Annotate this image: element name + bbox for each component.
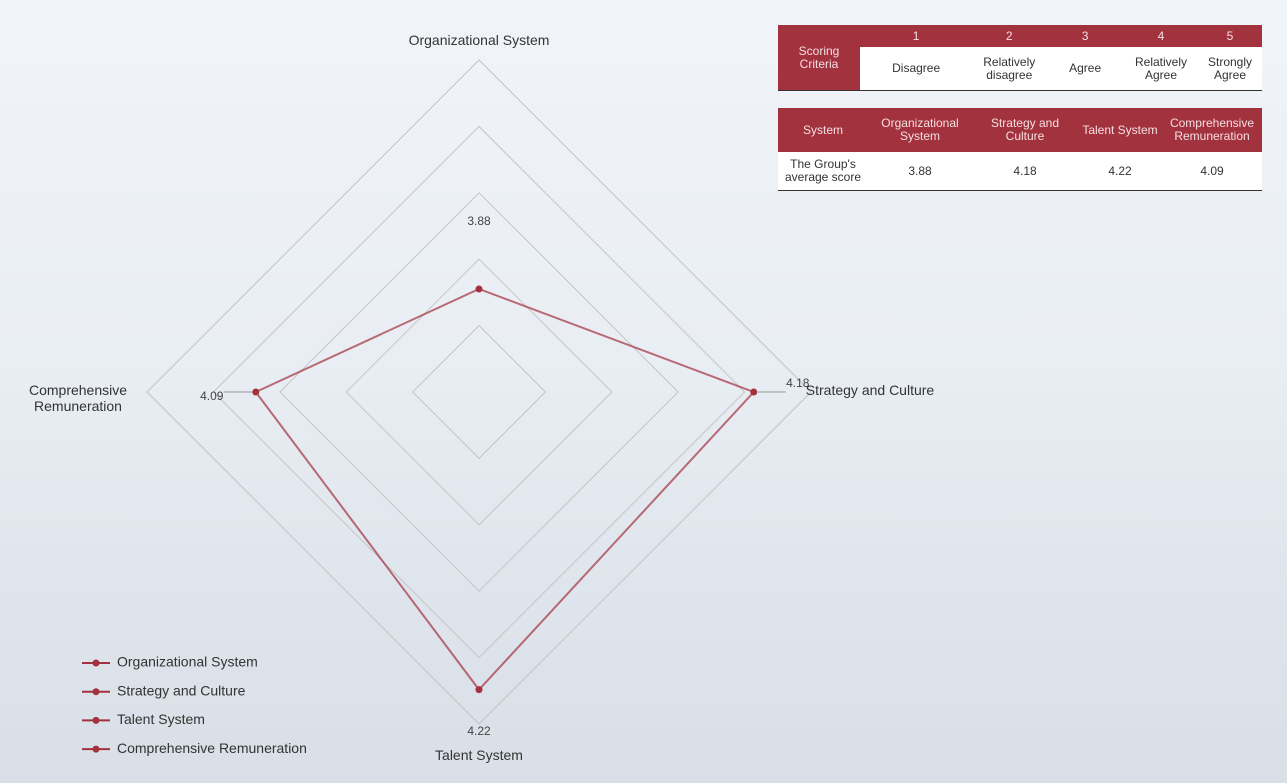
cell: Talent System [1078,108,1162,152]
legend-marker [92,745,100,753]
legend-label: Comprehensive Remuneration [117,740,307,756]
data-label: 3.88 [467,214,491,228]
score-table: System Organizational System Strategy an… [778,108,1262,191]
cell: 3 [1046,25,1124,47]
cell: Comprehensive Remuneration [1162,108,1262,152]
cell: 4.18 [972,152,1078,191]
data-label: 4.22 [467,724,491,738]
legend-marker [92,659,100,667]
grid-ring [212,125,746,659]
criteria-table: Scoring Criteria 1 2 3 4 5 Disagree Rela… [778,25,1262,91]
cell: Disagree [860,47,973,91]
cell: Relatively disagree [972,47,1047,91]
data-label: 4.09 [200,389,224,403]
data-point [750,388,758,396]
grid-ring [279,192,679,592]
data-point [475,686,483,694]
data-point [252,388,260,396]
grid-ring [411,324,547,460]
cell: Strongly Agree [1198,47,1262,91]
cell: 3.88 [868,152,972,191]
cell: The Group's average score [778,152,868,191]
cell: 4.22 [1078,152,1162,191]
radar-line [254,287,756,692]
cell: Relatively Agree [1124,47,1198,91]
grid-ring [345,258,613,526]
grid-ring [146,59,812,725]
axis-label: Organizational System [408,32,550,48]
axis-label: Strategy and Culture [805,382,935,398]
axis-label: Comprehensive Remuneration [28,382,128,414]
cell: 2 [972,25,1047,47]
cell: 1 [860,25,973,47]
cell: 4 [1124,25,1198,47]
cell: System [778,108,868,152]
legend-label: Talent System [117,711,205,727]
data-point [475,285,483,293]
legend-marker [92,688,100,696]
legend-label: Organizational System [117,654,258,670]
cell: Strategy and Culture [972,108,1078,152]
data-label: 4.18 [786,376,810,390]
cell: Scoring Criteria [778,25,860,91]
legend-marker [92,716,100,724]
cell: Agree [1046,47,1124,91]
axis-label: Talent System [435,747,523,763]
legend-label: Strategy and Culture [117,682,246,698]
cell: Organizational System [868,108,972,152]
cell: 4.09 [1162,152,1262,191]
cell: 5 [1198,25,1262,47]
